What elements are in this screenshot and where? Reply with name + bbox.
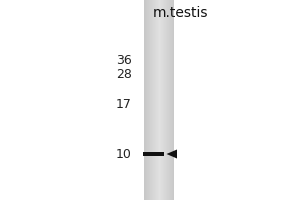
Bar xyxy=(160,0,161,200)
Bar xyxy=(162,0,163,200)
Bar xyxy=(167,0,168,200)
Bar xyxy=(144,0,145,200)
Bar xyxy=(169,0,170,200)
Bar xyxy=(157,0,158,200)
Bar xyxy=(152,0,153,200)
Bar xyxy=(153,0,154,200)
Bar xyxy=(145,0,146,200)
Bar xyxy=(161,0,162,200)
Bar xyxy=(149,0,150,200)
Bar xyxy=(146,0,147,200)
Bar xyxy=(158,0,159,200)
Text: 10: 10 xyxy=(116,148,132,160)
Bar xyxy=(170,0,171,200)
Bar xyxy=(148,0,149,200)
Text: 17: 17 xyxy=(116,98,132,110)
Bar xyxy=(159,0,160,200)
Bar xyxy=(147,0,148,200)
Text: 28: 28 xyxy=(116,68,132,80)
Bar xyxy=(154,0,155,200)
Bar xyxy=(151,0,152,200)
Polygon shape xyxy=(167,150,177,158)
Bar xyxy=(163,0,164,200)
Bar xyxy=(171,0,172,200)
Bar xyxy=(173,0,174,200)
Bar xyxy=(155,0,156,200)
Text: 36: 36 xyxy=(116,53,132,66)
Bar xyxy=(165,0,166,200)
Text: m.testis: m.testis xyxy=(152,6,208,20)
Bar xyxy=(156,0,157,200)
Bar xyxy=(172,0,173,200)
Bar xyxy=(168,0,169,200)
Bar xyxy=(164,0,165,200)
Bar xyxy=(150,0,151,200)
Bar xyxy=(142,152,164,156)
